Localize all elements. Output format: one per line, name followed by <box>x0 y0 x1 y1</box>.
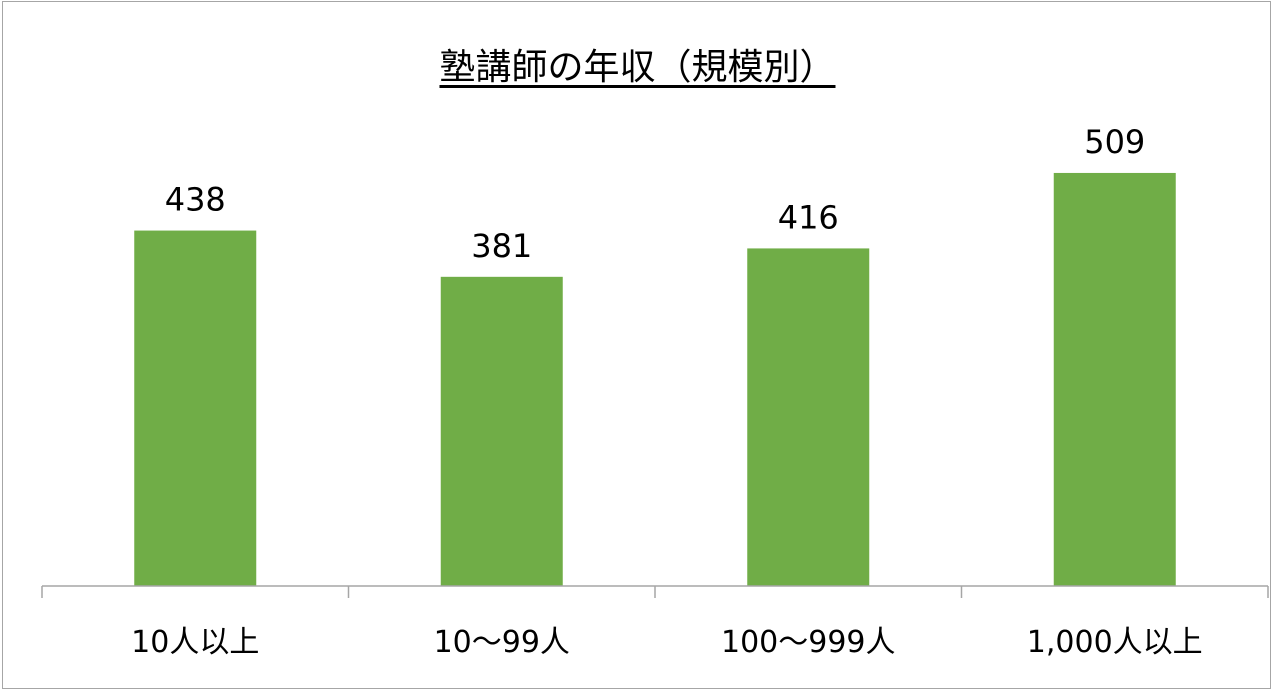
bar <box>134 230 257 587</box>
bar <box>747 248 870 586</box>
x-tick-label: 10〜99人 <box>434 625 570 660</box>
bar <box>1053 172 1176 586</box>
chart-title-text: 塾講師の年収（規模別） <box>439 47 836 88</box>
data-label: 416 <box>778 198 839 236</box>
chart-title: 塾講師の年収（規模別） <box>0 38 1275 90</box>
bar <box>440 276 563 586</box>
x-tick-label: 10人以上 <box>131 625 259 660</box>
x-tick-label: 100〜999人 <box>721 625 896 660</box>
data-label: 509 <box>1084 123 1145 161</box>
x-tick-label: 1,000人以上 <box>1027 625 1203 660</box>
data-label: 381 <box>471 227 532 265</box>
data-label: 438 <box>165 181 226 219</box>
